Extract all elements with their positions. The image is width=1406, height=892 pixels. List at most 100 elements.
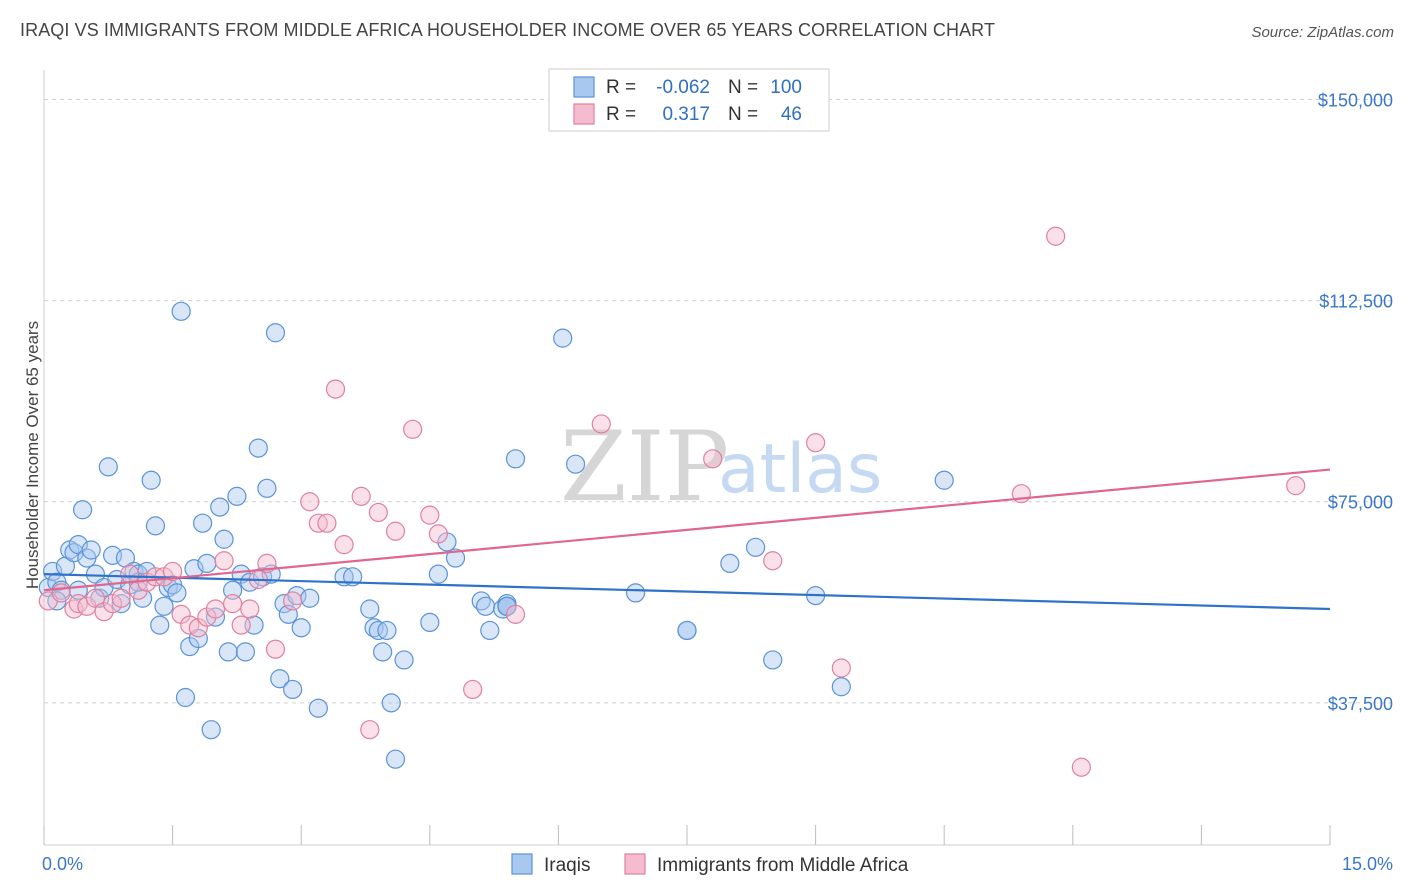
point-iraqis-64 (360, 599, 380, 619)
legend-n-value-1: 100 (770, 77, 802, 98)
legend-swatch-iraqis (573, 76, 595, 98)
point-iraqis-87 (565, 454, 586, 474)
point-middle-africa-44 (763, 551, 783, 571)
axes (43, 70, 1331, 846)
point-iraqis-60 (300, 588, 320, 608)
point-iraqis-54 (270, 669, 290, 689)
source-credit: Source: ZipAtlas.com (1251, 24, 1394, 41)
point-iraqis-59 (291, 618, 311, 638)
point-middle-africa-27 (283, 591, 303, 611)
legend-r-label-2: R = (606, 104, 636, 125)
point-middle-africa-22 (231, 615, 251, 635)
point-iraqis-78 (480, 620, 500, 641)
point-middle-africa-21 (223, 594, 243, 614)
point-middle-africa-36 (385, 521, 406, 541)
point-iraqis-96 (934, 470, 954, 490)
point-iraqis-72 (420, 612, 440, 633)
point-iraqis-91 (720, 553, 740, 574)
point-iraqis-80 (505, 449, 526, 469)
point-iraqis-70 (385, 749, 406, 769)
point-iraqis-46 (235, 642, 256, 662)
point-iraqis-90 (677, 620, 697, 641)
trendline-middle-africa (43, 468, 1331, 592)
legend-r-value-1: -0.062 (656, 77, 710, 98)
point-iraqis-32 (175, 687, 196, 708)
stats-legend-box (548, 68, 830, 132)
x-tick-labels: 0.0% 15.0% (42, 854, 1393, 874)
series-legend: Iraqis Immigrants from Middle Africa (511, 853, 909, 876)
point-iraqis-93 (763, 650, 783, 670)
point-middle-africa-19 (205, 599, 226, 619)
point-middle-africa-40 (463, 679, 483, 700)
point-middle-africa-39 (428, 524, 448, 544)
point-iraqis-92 (745, 537, 766, 557)
legend-r-value-2: 0.317 (662, 104, 710, 125)
trendline-iraqis (43, 573, 1331, 611)
watermark: ZIP atlas (560, 411, 882, 523)
point-iraqis-68 (377, 620, 397, 641)
point-iraqis-8 (72, 500, 93, 520)
point-iraqis-11 (85, 564, 106, 584)
legend-swatch-middle-africa (573, 103, 595, 125)
point-iraqis-53 (265, 323, 286, 343)
point-middle-africa-46 (831, 658, 851, 678)
point-middle-africa-45 (805, 433, 826, 453)
point-iraqis-42 (218, 642, 238, 662)
point-middle-africa-31 (325, 379, 346, 399)
point-iraqis-35 (188, 628, 208, 649)
point-middle-africa-8 (111, 588, 131, 608)
y-tick-label-0: $37,500 (1328, 694, 1393, 714)
point-middle-africa-34 (360, 720, 380, 740)
point-iraqis-67 (373, 642, 393, 662)
bottom-swatch-iraqis (511, 853, 533, 875)
point-iraqis-49 (248, 438, 268, 458)
point-iraqis-24 (141, 470, 161, 490)
trendlines (43, 468, 1331, 611)
chart-title: IRAQI VS IMMIGRANTS FROM MIDDLE AFRICA H… (20, 20, 996, 40)
watermark-atlas: atlas (718, 430, 882, 509)
y-axis-label: Householder Income Over 65 years (23, 321, 42, 589)
point-middle-africa-33 (351, 486, 371, 506)
y-tick-label-2: $112,500 (1319, 292, 1393, 312)
point-middle-africa-48 (1046, 226, 1066, 246)
point-iraqis-75 (445, 548, 466, 568)
y-tick-label-3: $150,000 (1318, 90, 1393, 110)
point-iraqis-69 (381, 693, 401, 713)
point-middle-africa-41 (505, 604, 526, 624)
point-iraqis-26 (150, 615, 170, 635)
point-iraqis-7 (68, 535, 88, 555)
legend-n-value-2: 46 (781, 104, 802, 125)
middle-africa-points (38, 226, 1306, 777)
y-tick-labels: $37,500 $75,000 $112,500 $150,000 (1318, 90, 1393, 713)
point-middle-africa-43 (703, 449, 723, 469)
point-middle-africa-38 (420, 505, 440, 525)
point-middle-africa-26 (265, 639, 286, 659)
point-iraqis-37 (197, 553, 217, 574)
point-iraqis-30 (167, 583, 187, 603)
point-iraqis-57 (283, 679, 303, 700)
point-middle-africa-1 (51, 583, 71, 603)
point-middle-africa-28 (300, 492, 320, 512)
point-iraqis-41 (214, 529, 234, 549)
watermark-zip: ZIP (560, 411, 729, 523)
legend-r-label-1: R = (606, 77, 636, 98)
point-iraqis-44 (227, 486, 247, 506)
point-iraqis-10 (81, 540, 101, 560)
point-iraqis-71 (394, 650, 414, 670)
point-middle-africa-20 (214, 551, 234, 571)
point-iraqis-27 (154, 596, 174, 616)
legend-n-label-2: N = (728, 104, 758, 125)
point-middle-africa-30 (317, 513, 337, 533)
bottom-swatch-middle-africa (624, 853, 646, 875)
point-iraqis-36 (193, 513, 213, 533)
legend-label-middle-africa: Immigrants from Middle Africa (657, 855, 909, 876)
point-iraqis-73 (428, 564, 448, 584)
point-middle-africa-14 (163, 561, 183, 582)
legend-label-iraqis: Iraqis (544, 855, 590, 876)
point-iraqis-95 (831, 677, 851, 697)
point-middle-africa-9 (120, 564, 140, 584)
y-tick-label-1: $75,000 (1328, 493, 1393, 513)
point-middle-africa-37 (403, 419, 423, 439)
point-middle-africa-49 (1071, 757, 1091, 777)
